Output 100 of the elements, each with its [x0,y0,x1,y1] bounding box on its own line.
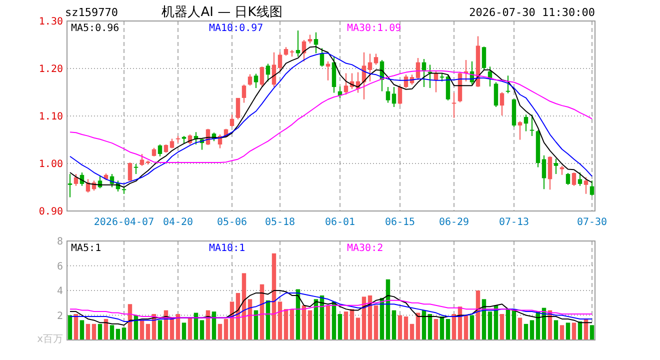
bar [326,305,330,340]
y-tick-label: 6 [56,261,63,272]
bar [74,314,78,340]
candlestick [344,72,348,96]
candlestick [518,120,522,140]
text: sz159770 [65,6,118,19]
candlestick [572,172,576,186]
candlestick [542,154,546,190]
bar [410,324,414,340]
x-tick-label: 07-30 [576,217,608,228]
bar [200,320,204,340]
bar [224,318,228,340]
bar [392,310,396,340]
candlestick [482,46,486,71]
candlestick [248,74,252,86]
candlestick [494,82,498,108]
bar [92,324,96,340]
bar [188,318,192,340]
x-tick-label: 04-20 [162,217,194,228]
bar [116,328,120,340]
bar [470,315,474,340]
bar [356,318,360,340]
y-tick-label: 1.10 [38,112,63,122]
candlestick [242,84,246,104]
y-tick-label: 1.00 [38,159,63,170]
text: MA5:1 [71,243,102,254]
bar [212,312,216,340]
x-tick-label: 06-15 [384,217,416,228]
x-tick-label: 07-13 [498,217,530,228]
candlestick [422,58,426,88]
x-tick-label: 05-18 [264,217,296,228]
bar [530,320,534,340]
bar [374,305,378,340]
bar [98,324,102,340]
bar [140,320,144,340]
candlestick [452,92,456,118]
candlestick [374,53,378,66]
bar [446,318,450,340]
bar [338,314,342,340]
bar [110,325,114,340]
bar [146,324,150,340]
candlestick [278,52,282,72]
x-tick-label: 2026-04-07 [94,217,154,228]
candlestick [158,144,162,157]
candlestick [590,180,594,196]
bar [428,314,432,340]
candlestick [254,73,258,88]
bar [278,302,282,340]
bar [284,309,288,340]
text: 2026-07-30 11:30:00 [469,6,595,19]
bar [80,320,84,340]
x-tick-label: 05-06 [216,217,248,228]
candlestick [314,32,318,54]
bar [566,322,570,340]
y-tick-label: 4 [56,286,63,297]
bar [488,312,492,340]
candlestick [134,163,138,174]
text: MA30:1.09 [347,23,402,34]
candlestick [524,114,528,132]
text: MA10:0.97 [209,23,264,34]
bar [68,315,72,340]
candlestick [368,53,372,82]
bar [404,316,408,340]
bar [218,324,222,340]
candlestick [296,30,300,58]
candlestick [266,63,270,82]
bar [572,322,576,340]
candlestick [554,158,558,174]
bar [248,299,252,340]
y-tick-label: 0.90 [38,206,63,218]
candlestick [398,85,402,106]
bar [554,320,558,340]
candlestick [68,173,72,198]
bar [122,328,126,340]
x-tick-label: 06-01 [324,217,356,228]
candlestick [140,154,144,166]
y-tick-label: 1.30 [38,16,63,28]
candlestick [578,172,582,186]
candlestick [170,138,174,149]
bar [500,314,504,340]
candlestick [530,114,534,136]
y-tick-label: 2 [56,310,63,322]
y-tick-label: 8 [56,236,63,248]
text: MA5:0.96 [71,23,120,34]
bar [524,324,528,340]
bar [308,310,312,340]
candlestick [386,86,390,104]
bar [350,309,354,340]
bar [86,324,90,340]
chart-title: 机器人AI — 日K线图 [162,5,282,20]
bar [182,322,186,340]
candlestick [548,156,552,190]
bar [518,318,522,340]
candlestick [566,172,570,186]
bar [590,325,594,340]
y-axis-title: x百万 [37,334,63,345]
bar [254,310,258,340]
bar [506,309,510,340]
bar [272,253,276,340]
bar [434,318,438,340]
